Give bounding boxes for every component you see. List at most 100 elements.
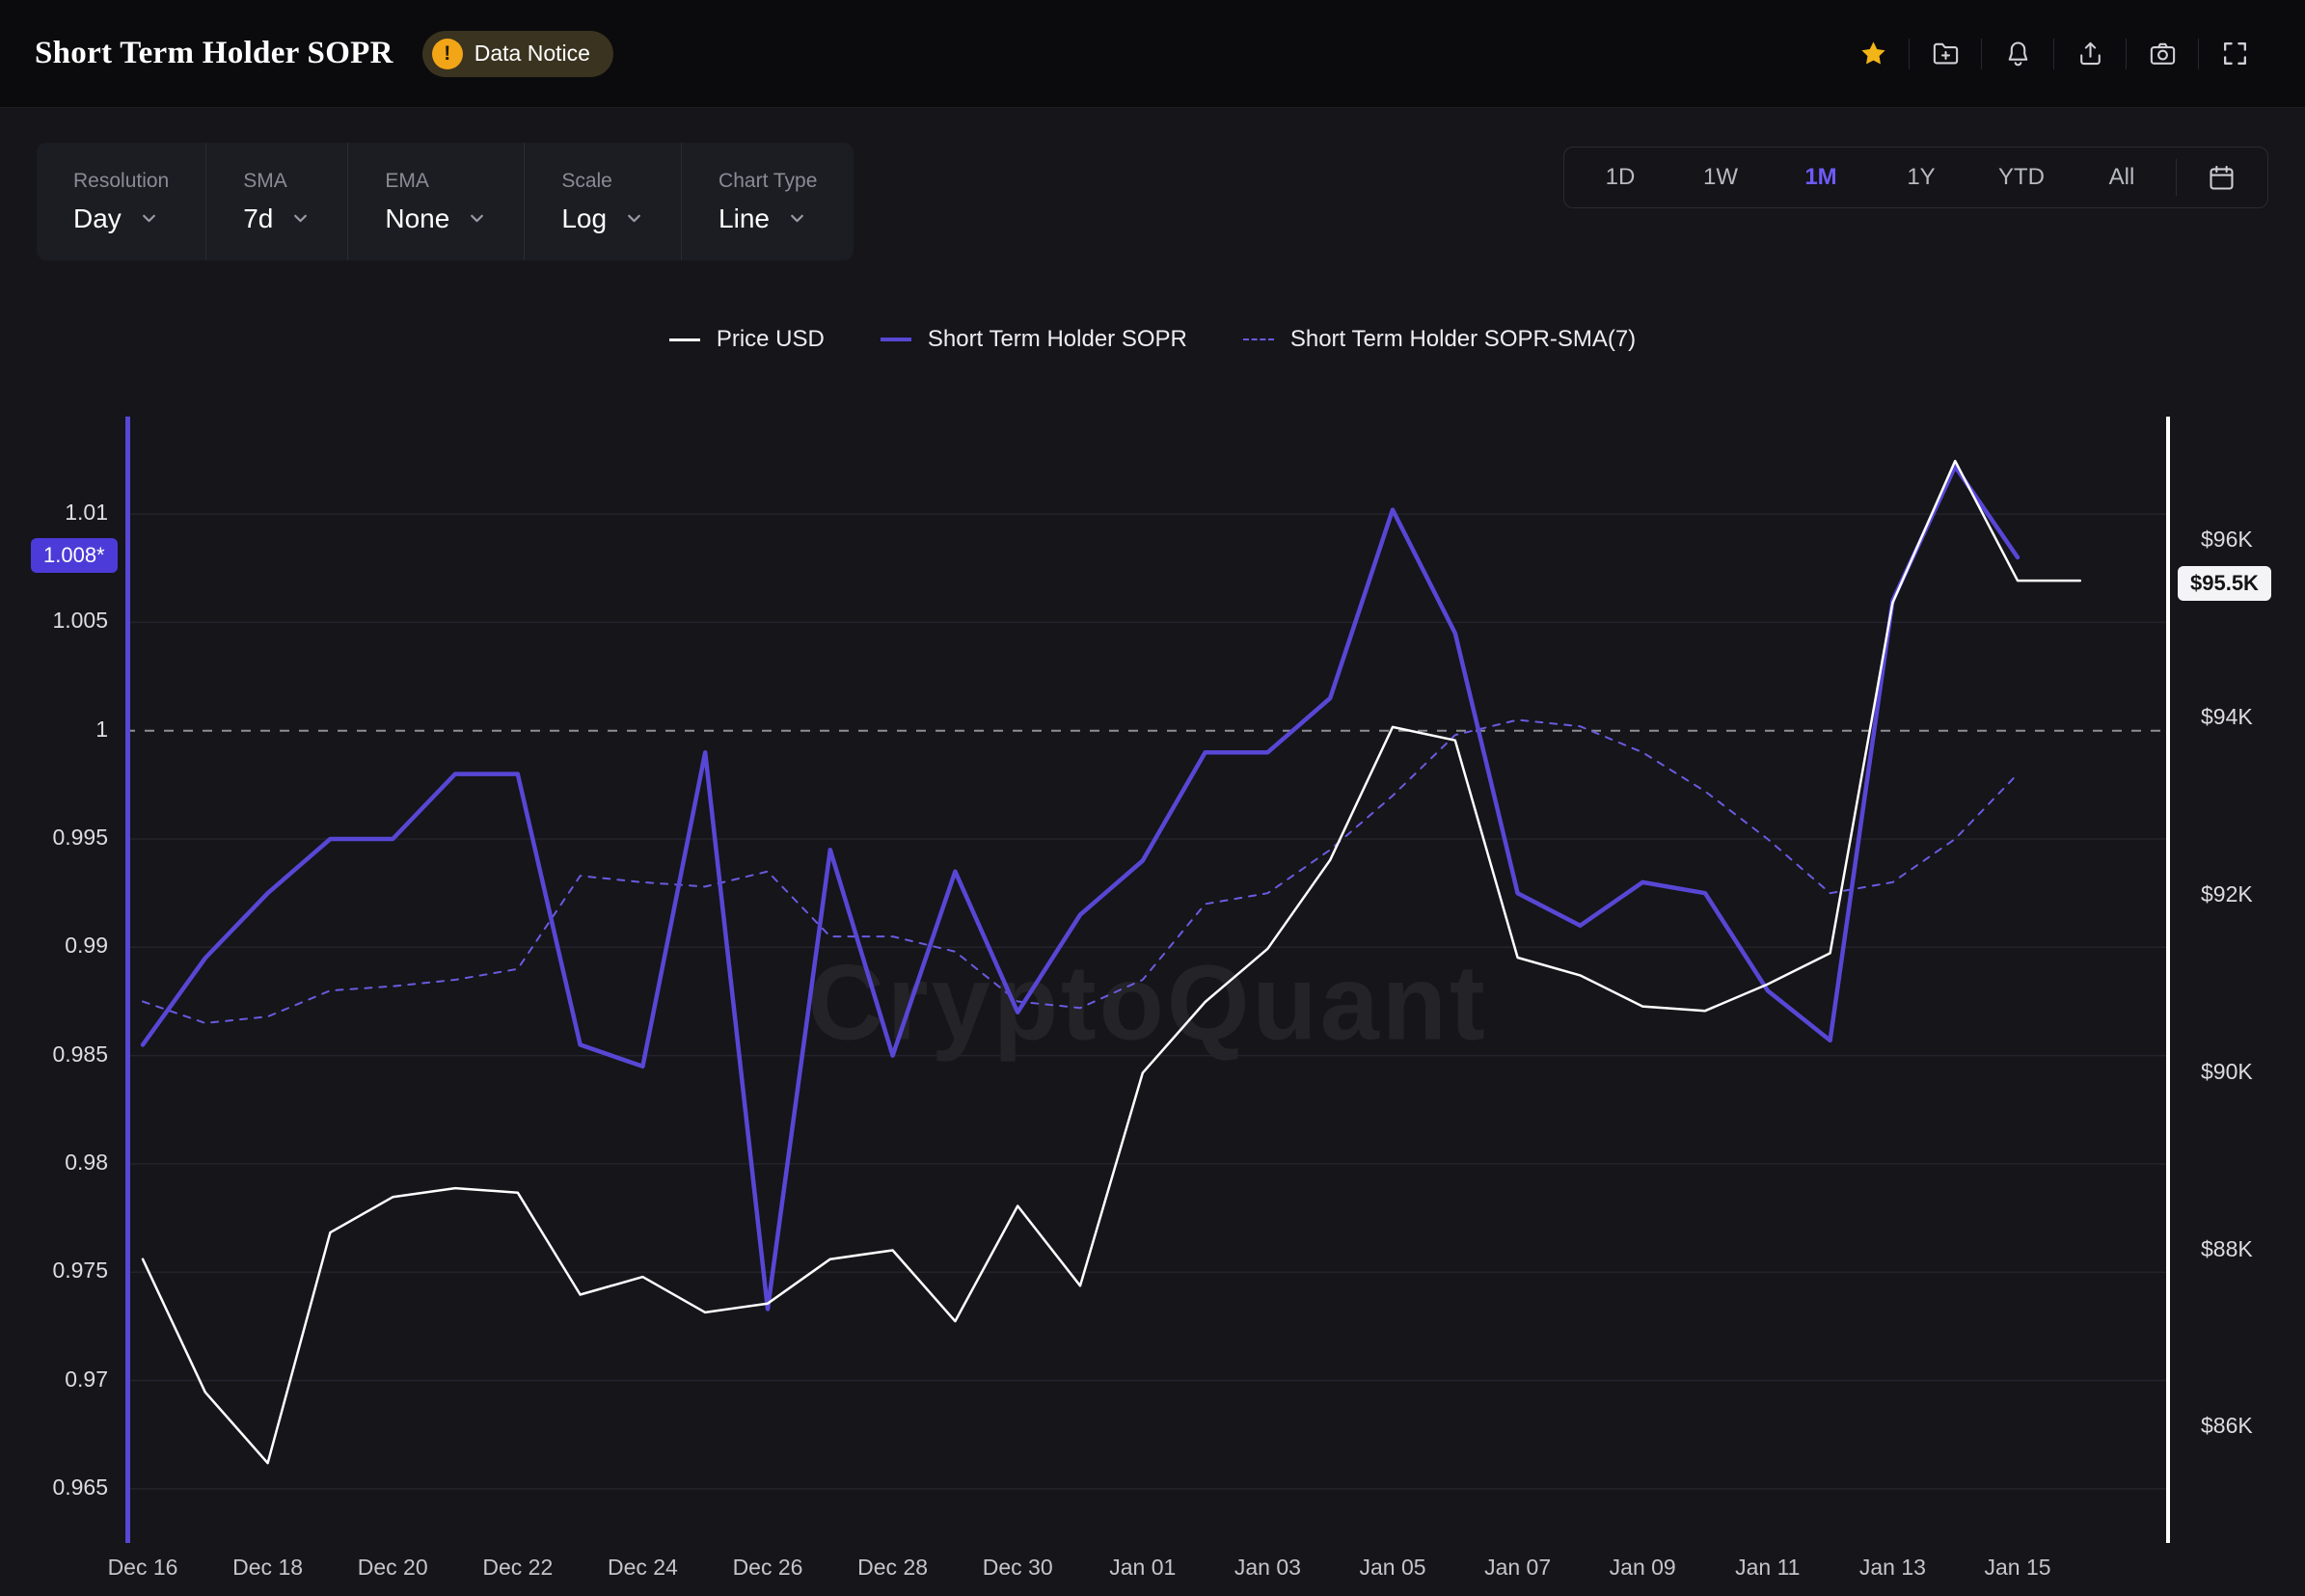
range-ytd-button[interactable]: YTD <box>1971 150 2072 204</box>
control-value: Log <box>561 203 608 233</box>
control-label: Resolution <box>73 169 170 192</box>
chevron-down-icon <box>787 208 807 229</box>
divider <box>2176 159 2177 196</box>
control-sma[interactable]: SMA 7d <box>205 143 347 260</box>
data-notice-badge[interactable]: ! Data Notice <box>421 30 613 77</box>
legend-label: Short Term Holder SOPR-SMA(7) <box>1289 326 1637 352</box>
x-axis-label: Jan 07 <box>1484 1555 1552 1580</box>
y-axis-label-left: 1 <box>95 716 108 742</box>
range-selector: 1D 1W 1M 1Y YTD All <box>1563 147 2268 208</box>
divider <box>1981 38 1982 69</box>
y-axis-label-left: 0.985 <box>52 1041 108 1067</box>
y-axis-label-right: $90K <box>2201 1058 2253 1084</box>
divider <box>2126 38 2127 69</box>
y-axis-label-right: $88K <box>2201 1235 2253 1261</box>
x-axis-label: Jan 03 <box>1234 1555 1301 1580</box>
header-actions <box>1837 30 2270 78</box>
y-axis-label-right: $92K <box>2201 880 2253 906</box>
x-axis-label: Jan 05 <box>1359 1555 1426 1580</box>
x-axis-label: Dec 28 <box>857 1555 929 1580</box>
favorite-star-icon[interactable] <box>1837 30 1909 78</box>
warning-icon: ! <box>431 38 463 69</box>
legend-item-short-term-holder-sopr[interactable]: Short Term Holder SOPR <box>880 326 1187 353</box>
y-axis-label-left: 0.97 <box>65 1366 108 1392</box>
y-axis-label-right: $96K <box>2201 526 2253 552</box>
chevron-down-icon <box>467 208 487 229</box>
chevron-down-icon <box>624 208 644 229</box>
x-axis-label: Jan 13 <box>1858 1555 1926 1580</box>
y-axis-label-left: 1.01 <box>65 500 108 526</box>
divider <box>1909 38 1910 69</box>
y-axis-label-right: $86K <box>2201 1413 2253 1439</box>
x-axis-label: Dec 16 <box>107 1555 178 1580</box>
add-to-folder-icon[interactable] <box>1910 30 1981 78</box>
control-label: EMA <box>385 169 429 192</box>
price-last-value-badge: $95.5K <box>2178 565 2271 601</box>
range-1d-button[interactable]: 1D <box>1570 150 1670 204</box>
title-area: Short Term Holder SOPR ! Data Notice <box>35 30 613 77</box>
legend-swatch <box>1242 338 1274 340</box>
x-axis-label: Jan 01 <box>1109 1555 1177 1580</box>
control-label: SMA <box>243 169 287 192</box>
y-axis-label-left: 0.995 <box>52 825 108 850</box>
legend-swatch <box>880 338 911 341</box>
series-short-term-holder-sopr-sma-7-line <box>142 718 2019 1024</box>
control-resolution[interactable]: Resolution Day <box>37 143 205 260</box>
y-axis-label-left: 0.965 <box>52 1474 108 1500</box>
calendar-icon[interactable] <box>2181 150 2262 204</box>
notification-bell-icon[interactable] <box>1982 30 2053 78</box>
x-axis-label: Dec 18 <box>232 1555 304 1580</box>
series-short-term-holder-sopr-line <box>140 464 2020 1312</box>
control-value: None <box>385 203 450 233</box>
control-label: Chart Type <box>719 169 818 192</box>
x-axis-label: Jan 15 <box>1984 1555 2051 1580</box>
share-icon[interactable] <box>2054 30 2126 78</box>
x-axis-label: Dec 20 <box>357 1555 428 1580</box>
x-axis-label: Dec 24 <box>607 1555 678 1580</box>
sopr-last-value-badge: 1.008* <box>31 538 118 573</box>
data-notice-label: Data Notice <box>474 41 590 66</box>
legend-item-price-usd[interactable]: Price USD <box>668 326 825 353</box>
header: Short Term Holder SOPR ! Data Notice <box>0 0 2305 108</box>
y-axis-label-left: 0.99 <box>65 933 108 959</box>
chart-controls: Resolution Day SMA 7d EMA None Scale Log Chart T… <box>37 143 854 260</box>
control-value: 7d <box>243 203 274 233</box>
fullscreen-icon[interactable] <box>2199 30 2270 78</box>
control-ema[interactable]: EMA None <box>347 143 524 260</box>
page-title: Short Term Holder SOPR <box>35 36 393 70</box>
range-1m-button[interactable]: 1M <box>1771 150 1871 204</box>
legend-label: Price USD <box>716 326 825 352</box>
y-axis-label-right: $94K <box>2201 703 2253 729</box>
control-value: Day <box>73 203 122 233</box>
range-all-button[interactable]: All <box>2072 150 2172 204</box>
y-axis-label-left: 0.975 <box>52 1258 108 1284</box>
series-price-usd-line <box>141 459 2082 1465</box>
chart-svg[interactable] <box>125 417 2170 1543</box>
legend: Price USD Short Term Holder SOPR Short Ter… <box>0 326 2305 353</box>
camera-icon[interactable] <box>2127 30 2198 78</box>
divider <box>2053 38 2054 69</box>
range-buttons: 1D 1W 1M 1Y YTD All <box>1570 150 2172 204</box>
x-axis-label: Dec 26 <box>732 1555 803 1580</box>
chevron-down-icon <box>290 208 311 229</box>
x-axis-label: Jan 11 <box>1735 1555 1801 1580</box>
y-axis-label-left: 0.98 <box>65 1149 108 1175</box>
range-1y-button[interactable]: 1Y <box>1871 150 1971 204</box>
legend-swatch <box>668 338 700 341</box>
y-axis-label-left: 1.005 <box>52 608 108 634</box>
divider <box>2198 38 2199 69</box>
control-value: Line <box>719 203 770 233</box>
range-1w-button[interactable]: 1W <box>1670 150 1771 204</box>
control-chart-type[interactable]: Chart Type Line <box>681 143 854 260</box>
legend-label: Short Term Holder SOPR <box>927 326 1187 352</box>
chevron-down-icon <box>139 208 159 229</box>
x-axis-label: Dec 22 <box>482 1555 554 1580</box>
control-label: Scale <box>561 169 612 192</box>
control-scale[interactable]: Scale Log <box>524 143 681 260</box>
legend-item-short-term-holder-sopr-sma-7[interactable]: Short Term Holder SOPR-SMA(7) <box>1242 326 1637 353</box>
watermark: CryptoQuant <box>807 943 1488 1063</box>
x-axis-label: Dec 30 <box>982 1555 1053 1580</box>
x-axis-label: Jan 09 <box>1609 1555 1676 1580</box>
